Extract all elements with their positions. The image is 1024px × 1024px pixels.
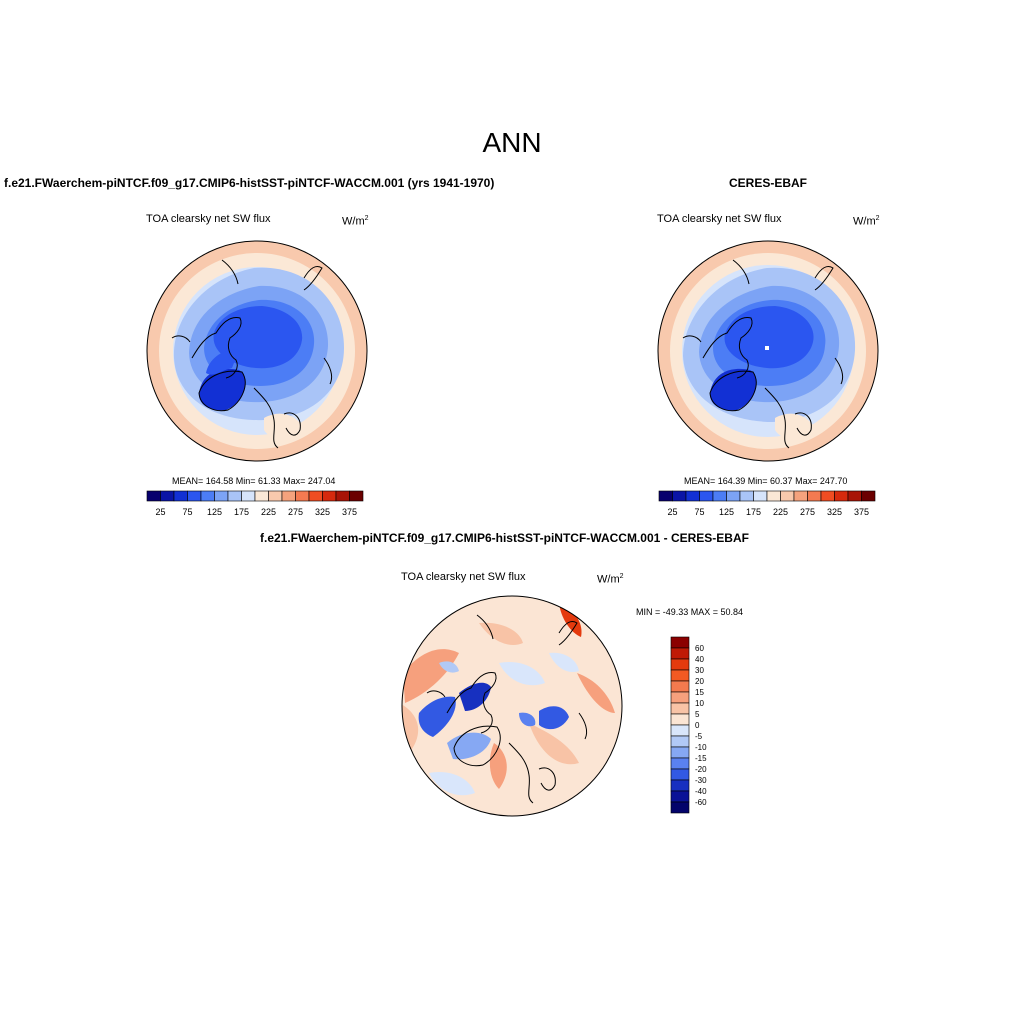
colorbar-swatch [670,658,690,671]
colorbar-tick-label: 20 [695,677,704,686]
colorbar-swatch [739,490,754,502]
colorbar-swatch [685,490,700,502]
colorbar-tick-label: 40 [695,655,704,664]
colorbar-tick-label: 25 [155,507,165,517]
colorbar-tick-label: 175 [234,507,249,517]
colorbar-swatch [670,669,690,682]
figure-title: ANN [482,127,542,158]
colorbar-swatch [780,490,795,502]
colorbar-tick-label: 275 [800,507,815,517]
colorbar-tick-label: 275 [288,507,303,517]
colorbar-swatch [200,490,215,502]
colorbar-swatch [670,647,690,660]
obs-colorbar: 25 75 125 175 225 275 325 375 [658,490,876,517]
colorbar-swatch [658,490,673,502]
colorbar-tick-label: 325 [827,507,842,517]
obs-variable-label: TOA clearsky net SW flux [657,213,782,225]
obs-stats: MEAN= 164.39 Min= 60.37 Max= 247.70 [684,476,848,486]
colorbar-swatch [726,490,741,502]
colorbar-swatch [847,490,862,502]
colorbar-tick-label: 30 [695,666,704,675]
colorbar-tick-label: 225 [261,507,276,517]
colorbar-swatch [173,490,188,502]
colorbar-tick-label: 75 [182,507,192,517]
colorbar-swatch [254,490,269,502]
colorbar-tick-label: -30 [695,776,707,785]
model-units-label: W/m2 [342,215,369,228]
colorbar-swatch [670,636,690,649]
obs-panel-title: CERES-EBAF [729,176,808,190]
colorbar-swatch [214,490,229,502]
colorbar-tick-label: -20 [695,765,707,774]
colorbar-swatch [820,490,835,502]
colorbar-swatch [281,490,296,502]
colorbar-swatch [241,490,256,502]
diff-panel-title: f.e21.FWaerchem-piNTCF.f09_g17.CMIP6-his… [260,531,749,545]
colorbar-tick-label: 375 [854,507,869,517]
colorbar-tick-label: 175 [746,507,761,517]
colorbar-swatch [699,490,714,502]
diff-polar-map [401,595,623,817]
colorbar-tick-label: 125 [719,507,734,517]
colorbar-tick-label: 325 [315,507,330,517]
colorbar-swatch [861,490,876,502]
colorbar-swatch [670,801,690,814]
colorbar-swatch [187,490,202,502]
colorbar-swatch [834,490,849,502]
colorbar-tick-label: -10 [695,743,707,752]
colorbar-tick-label: 10 [695,699,704,708]
colorbar-tick-label: 225 [773,507,788,517]
colorbar-swatch [670,746,690,759]
colorbar-swatch [670,735,690,748]
colorbar-swatch [160,490,175,502]
model-stats: MEAN= 164.58 Min= 61.33 Max= 247.04 [172,476,336,486]
colorbar-swatch [268,490,283,502]
model-variable-label: TOA clearsky net SW flux [146,213,271,225]
colorbar-tick-label: 60 [695,644,704,653]
colorbar-tick-label: 375 [342,507,357,517]
colorbar-swatch [335,490,350,502]
colorbar-swatch [712,490,727,502]
obs-units-label: W/m2 [853,215,880,228]
colorbar-tick-label: 75 [694,507,704,517]
colorbar-tick-label: 5 [695,710,700,719]
colorbar-swatch [670,779,690,792]
colorbar-tick-label: -5 [695,732,703,741]
colorbar-swatch [670,768,690,781]
colorbar-tick-label: -40 [695,787,707,796]
colorbar-swatch [670,691,690,704]
model-polar-map [146,240,368,462]
colorbar-tick-label: 25 [667,507,677,517]
colorbar-swatch [753,490,768,502]
colorbar-swatch [308,490,323,502]
obs-polar-map [657,240,879,462]
colorbar-tick-label: -15 [695,754,707,763]
colorbar-swatch [322,490,337,502]
diff-variable-label: TOA clearsky net SW flux [401,571,526,583]
colorbar-tick-label: 125 [207,507,222,517]
colorbar-swatch [670,702,690,715]
diff-units-label: W/m2 [597,573,624,586]
model-colorbar: 25 75 125 175 225 275 325 375 [146,490,364,517]
colorbar-tick-label: 0 [695,721,700,730]
model-panel-title: f.e21.FWaerchem-piNTCF.f09_g17.CMIP6-his… [4,176,495,190]
colorbar-swatch [670,790,690,803]
colorbar-swatch [146,490,161,502]
colorbar-swatch [766,490,781,502]
colorbar-swatch [295,490,310,502]
colorbar-swatch [672,490,687,502]
colorbar-tick-label: -60 [695,798,707,807]
colorbar-swatch [227,490,242,502]
colorbar-tick-label: 15 [695,688,704,697]
diff-colorbar: 60 40 30 20 15 10 5 0 -5 -10 -15 -20 -30 -40 -60 [670,636,707,814]
colorbar-swatch [349,490,364,502]
colorbar-swatch [670,724,690,737]
colorbar-swatch [793,490,808,502]
colorbar-swatch [670,680,690,693]
colorbar-swatch [807,490,822,502]
colorbar-swatch [670,713,690,726]
diff-stats: MIN = -49.33 MAX = 50.84 [636,607,744,617]
colorbar-swatch [670,757,690,770]
